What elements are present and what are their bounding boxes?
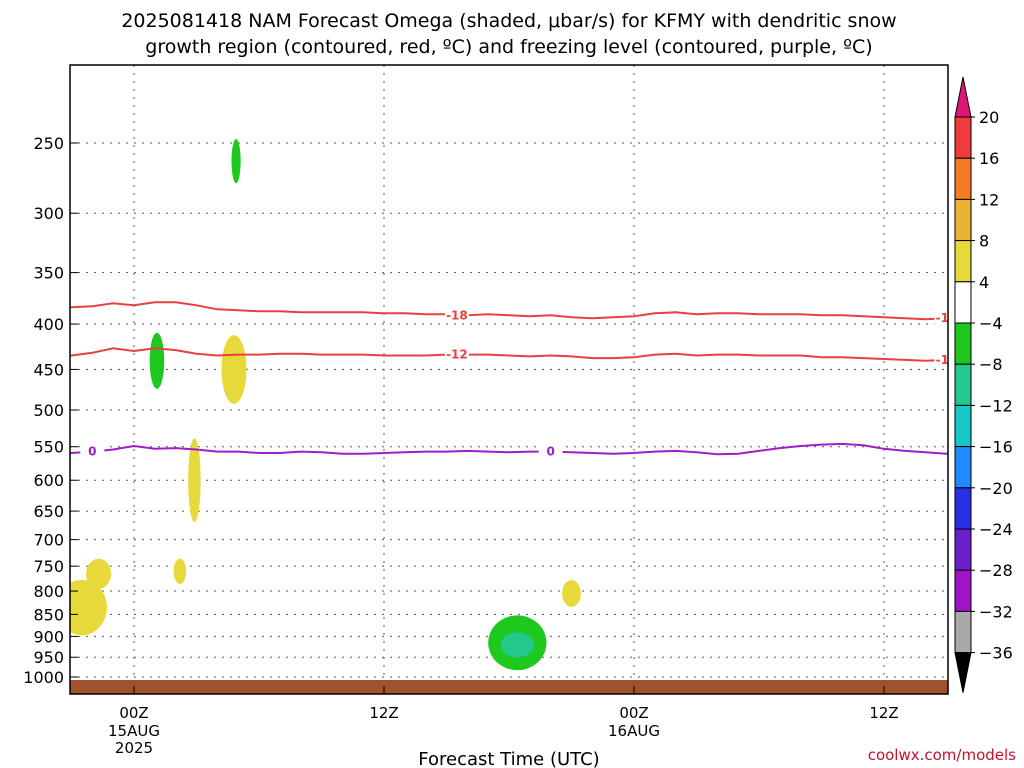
omega-cell-9: [221, 335, 247, 404]
omega-cell-8: [188, 438, 201, 523]
colorbar-label-1: 16: [979, 149, 999, 168]
colorbar-swatch-2: [954, 198, 972, 242]
x-tick-label-0: 00Z: [119, 704, 148, 722]
contour-label-0-0: -18: [446, 308, 468, 322]
colorbar-swatch-9: [954, 487, 972, 530]
colorbar-swatch-4: [954, 281, 972, 324]
contours: -18-18-18-12-12-120000: [70, 301, 958, 459]
colorbar-label-0: 20: [979, 108, 999, 127]
colorbar-top-arrow: [954, 76, 972, 118]
y-tick-label-750: 750: [33, 557, 64, 576]
y-axis: 250 300 350 400 450 500 550 600 650 700 750 800 850 9…: [23, 134, 78, 687]
chart-title-line1: 2025081418 NAM Forecast Omega (shaded, μ…: [121, 10, 896, 32]
omega-cell-3: [5, 597, 30, 658]
x-axis-title: Forecast Time (UTC): [418, 749, 599, 768]
y-tick-label-450: 450: [33, 360, 64, 379]
x-tick-label-2: 00Z: [619, 704, 648, 722]
y-tick-label-400: 400: [33, 315, 64, 334]
omega-cell-14: [562, 580, 581, 607]
omega-cell-11: [173, 558, 187, 584]
plot-area: -18-18-18-12-12-120000: [0, 64, 958, 695]
y-tick-label-250: 250: [33, 134, 64, 153]
chart-title-line2: growth region (contoured, red, ºC) and f…: [145, 36, 872, 58]
colorbar-swatch-5: [954, 322, 972, 365]
colorbar-label-3: 8: [979, 232, 989, 251]
y-tick-label-950: 950: [33, 648, 64, 667]
y-tick-label-700: 700: [33, 531, 64, 550]
x-tick-label-1: 12Z: [369, 704, 398, 722]
contour-line-1: [70, 347, 948, 362]
x-tick-sublabel-0-1: 2025: [115, 739, 153, 757]
colorbar-swatch-0: [954, 116, 972, 159]
x-tick-sublabel-0-0: 15AUG: [108, 722, 160, 740]
y-tick-label-1000: 1000: [23, 668, 64, 687]
contour-label-2-0: 0: [88, 445, 96, 459]
plot-background: [70, 65, 948, 694]
colorbar-label-12: −32: [979, 602, 1013, 621]
contour-label-0-1: -18: [936, 311, 958, 325]
y-tick-label-350: 350: [33, 264, 64, 283]
plot-frame: [69, 64, 949, 695]
omega-cell-13: [500, 632, 534, 658]
colorbar-swatch-3: [954, 240, 972, 283]
y-tick-label-900: 900: [33, 627, 64, 646]
contour-label-bg-0-1: [934, 310, 948, 326]
colorbar-label-8: −16: [979, 438, 1013, 457]
colorbar-swatch-11: [954, 569, 972, 612]
contour-label-1-1: -12: [936, 353, 958, 367]
x-tick-sublabel-2-0: 16AUG: [608, 722, 660, 740]
colorbar-swatch-1: [954, 157, 972, 200]
contour-label-bg-2-0: [80, 443, 105, 459]
y-tick-label-850: 850: [33, 605, 64, 624]
colorbar-bottom-arrow: [954, 652, 972, 693]
y-tick-label-800: 800: [33, 582, 64, 601]
omega-cell-7: [149, 332, 165, 389]
colorbar-label-6: −8: [979, 355, 1003, 374]
omega-cell-6: [86, 558, 112, 589]
gridlines: [70, 65, 948, 694]
x-tick-label-3: 12Z: [869, 704, 898, 722]
omega-cell-10: [231, 138, 241, 184]
omega-shading: [0, 138, 581, 671]
contour-label-1-0: -12: [446, 348, 468, 362]
colorbar-label-5: −4: [979, 314, 1003, 333]
colorbar-swatch-8: [954, 446, 972, 489]
contour-label-2-1: 0: [546, 445, 554, 459]
colorbar-label-9: −20: [979, 479, 1013, 498]
contour-label-bg-1-1: [934, 351, 948, 367]
y-tick-label-300: 300: [33, 204, 64, 223]
colorbar-label-2: 12: [979, 190, 999, 209]
y-tick-label-600: 600: [33, 471, 64, 490]
contour-line-2: [70, 442, 948, 456]
colorbar-label-4: 4: [979, 273, 989, 292]
colorbar-label-11: −28: [979, 561, 1013, 580]
ground-surface-bar: [70, 680, 948, 694]
colorbar-swatch-10: [954, 528, 972, 571]
contour-label-bg-2-1: [538, 443, 563, 459]
contour-label-bg-0-0: [444, 307, 469, 323]
y-tick-label-550: 550: [33, 438, 64, 457]
colorbar: 20 16 12 8 4 −4 −8 −12 −16 −20 −24 −28 −32 −36: [954, 76, 1013, 693]
contour-label-bg-1-0: [444, 346, 469, 362]
omega-cell-5: [70, 579, 107, 636]
x-axis: 00Z15AUG202512Z00Z16AUG12Z00Z17AUG12Z00Z…: [108, 686, 899, 757]
contour-line-0: [70, 301, 948, 321]
y-tick-label-650: 650: [33, 502, 64, 521]
credit-text: coolwx.com/models: [868, 746, 1016, 764]
colorbar-swatch-12: [954, 610, 972, 654]
colorbar-label-13: −36: [979, 644, 1013, 663]
colorbar-swatch-7: [954, 404, 972, 448]
y-tick-label-500: 500: [33, 401, 64, 420]
colorbar-label-10: −24: [979, 520, 1013, 539]
omega-cell-0: [0, 482, 26, 552]
colorbar-swatch-6: [954, 363, 972, 406]
colorbar-label-7: −12: [979, 396, 1013, 415]
